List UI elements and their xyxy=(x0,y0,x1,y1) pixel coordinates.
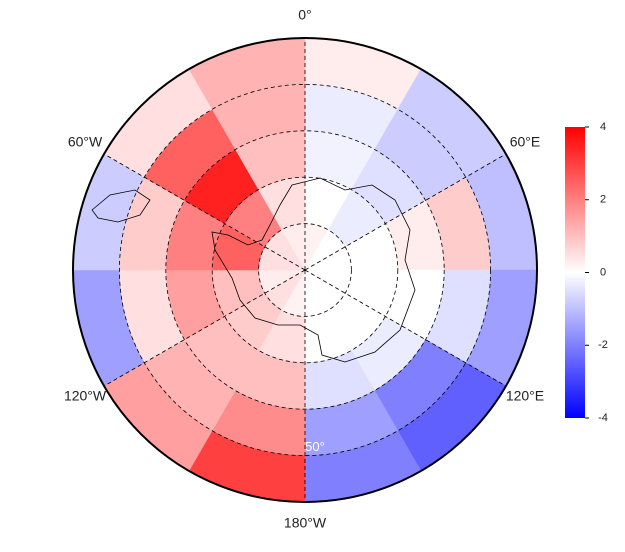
lon-line xyxy=(103,269,306,387)
lat-circle xyxy=(165,130,445,410)
graticule xyxy=(103,38,507,502)
lon-label: 120°W xyxy=(64,388,107,404)
coastline xyxy=(91,189,151,223)
field xyxy=(72,37,538,503)
lat-circle xyxy=(118,83,492,457)
colorbar-tick-label: -4 xyxy=(598,412,608,424)
lon-label: 0° xyxy=(298,7,311,23)
colorbar: 4 2 0 -2 -4 xyxy=(565,121,608,424)
lat-circle xyxy=(258,223,352,317)
lon-line xyxy=(304,269,507,387)
lon-line xyxy=(103,153,306,271)
colorbar-fill xyxy=(565,127,585,418)
lon-label: 60°W xyxy=(68,134,103,150)
lon-label: 180°W xyxy=(284,515,327,531)
colorbar-tick-label: 0 xyxy=(600,266,606,278)
colorbar-tick-label: -2 xyxy=(598,339,608,351)
colorbar-tick-label: 2 xyxy=(600,194,606,206)
lon-label: 120°E xyxy=(506,388,544,404)
lon-line xyxy=(304,153,507,271)
coastline xyxy=(211,177,416,363)
colorbar-tick-label: 4 xyxy=(600,121,606,133)
lon-label: 60°E xyxy=(510,134,541,150)
map-border xyxy=(72,37,538,503)
lat-label: 50° xyxy=(305,439,325,454)
